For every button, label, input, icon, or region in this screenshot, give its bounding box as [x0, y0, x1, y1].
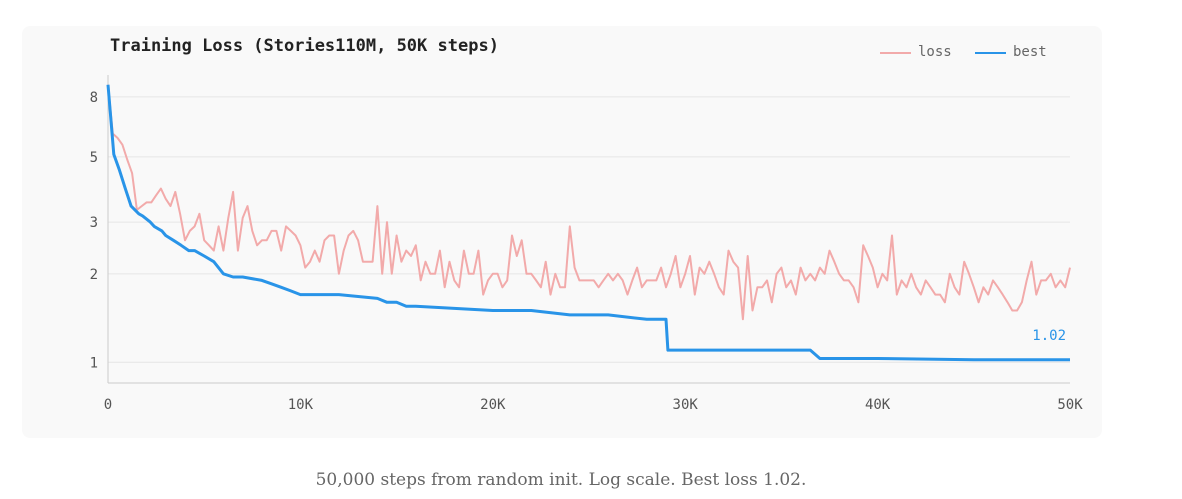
x-tick-label: 50K [1057, 397, 1083, 413]
series [106, 84, 1071, 362]
legend-best-swatch [975, 52, 1006, 54]
x-tick-labels: 0 10K 20K 30K 40K 50K [104, 397, 1083, 413]
legend-loss-label: loss [918, 44, 952, 60]
y-tick-label: 8 [90, 90, 98, 106]
legend-best-label: best [1013, 44, 1047, 60]
y-tick-label: 2 [90, 267, 98, 283]
y-tick-label: 3 [90, 215, 98, 231]
series-line-best [106, 84, 1070, 362]
x-tick-label: 20K [480, 397, 506, 413]
x-tick-label: 30K [673, 397, 699, 413]
legend-loss-swatch [880, 52, 911, 54]
gridlines [108, 96, 1070, 363]
y-tick-label: 5 [90, 150, 98, 166]
x-tick-label: 0 [104, 397, 112, 413]
figure-caption: 50,000 steps from random init. Log scale… [315, 470, 807, 490]
chart-title: Training Loss (Stories110M, 50K steps) [110, 36, 499, 56]
y-tick-label: 1 [90, 355, 98, 371]
x-tick-label: 40K [865, 397, 891, 413]
best-end-label: 1.02 [1032, 328, 1066, 344]
y-tick-labels: 1 2 3 5 8 [90, 90, 98, 371]
x-tick-label: 10K [288, 397, 314, 413]
series-line-loss [107, 84, 1071, 321]
